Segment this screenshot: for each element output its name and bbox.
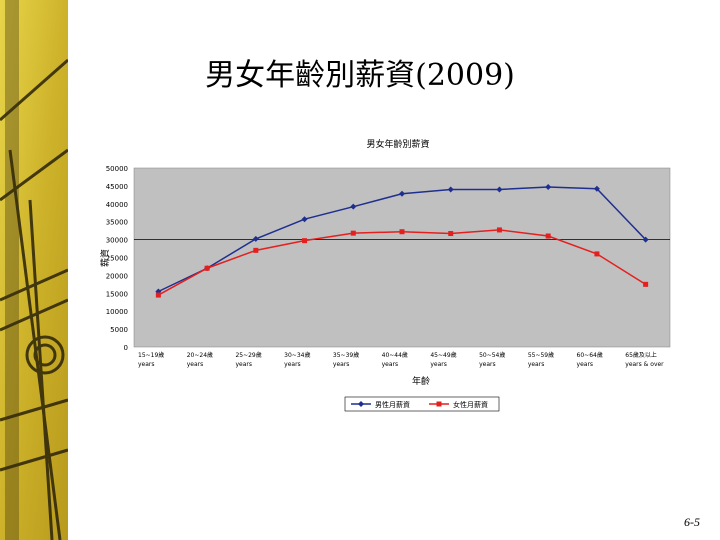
plot-area — [133, 167, 671, 348]
legend-marker — [436, 401, 442, 407]
y-tick-label: 30000 — [106, 237, 128, 245]
data-point-male — [399, 190, 405, 197]
page-number: 6-5 — [684, 515, 700, 529]
salary-chart: 男女年齡別薪資 0 5000 10000 15000 20000 25000 30000 35… — [98, 130, 710, 420]
legend-box — [344, 396, 500, 412]
legend-marker — [358, 401, 364, 407]
x-tick-label: 30~34歲 years — [284, 351, 310, 368]
legend-label: 男性月薪資 — [375, 400, 410, 409]
decorative-side-strip — [0, 0, 68, 540]
y-tick-labels: 0 5000 10000 15000 20000 25000 30000 35000 40000… — [106, 165, 128, 352]
x-tick-label: 20~24歲 years — [187, 351, 213, 368]
y-tick-label: 15000 — [106, 290, 128, 298]
y-tick-label: 45000 — [106, 183, 128, 191]
data-point-female — [643, 281, 649, 287]
decorative-pattern — [0, 0, 68, 540]
data-point-male — [301, 216, 308, 223]
data-point-male — [447, 186, 454, 193]
data-point-female — [448, 231, 454, 237]
data-point-male — [545, 183, 552, 190]
data-point-female — [253, 247, 259, 253]
data-point-female — [399, 229, 405, 235]
data-point-female — [302, 238, 308, 244]
data-point-female — [155, 292, 161, 298]
x-tick-labels: 15~19歲 years 20~24歲 years 25~29歲 years 30~34歲 y… — [138, 351, 664, 368]
data-point-male — [593, 185, 600, 192]
series-lines — [155, 183, 649, 298]
x-axis-label: 年齡 — [412, 375, 430, 387]
chart-title: 男女年齡別薪資 — [366, 138, 429, 150]
data-point-female — [545, 233, 551, 239]
data-point-male — [252, 235, 259, 242]
legend-label: 女性月薪資 — [453, 400, 488, 409]
y-tick-label: 0 — [124, 344, 128, 352]
data-point-male — [642, 236, 649, 243]
slide-title: 男女年齡別薪資(2009) — [205, 58, 515, 93]
data-point-female — [496, 227, 502, 233]
data-point-male — [496, 186, 503, 193]
y-tick-label: 5000 — [110, 326, 128, 334]
chart-svg: 男女年齡別薪資 0 5000 10000 15000 20000 25000 30000 35… — [99, 138, 671, 412]
data-point-female — [204, 265, 210, 271]
x-tick-label: 65歲及以上 years & over — [625, 351, 664, 368]
x-tick-label: 55~59歲 years — [528, 351, 554, 368]
y-tick-label: 50000 — [106, 165, 128, 173]
data-point-male — [155, 288, 162, 295]
y-tick-label: 25000 — [106, 255, 128, 263]
x-tick-label: 50~54歲 years — [479, 351, 505, 368]
data-point-female — [350, 230, 356, 236]
x-tick-label: 15~19歲 years — [138, 351, 164, 368]
y-tick-label: 40000 — [106, 201, 128, 209]
y-axis-label: 薪資 — [99, 249, 111, 267]
y-tick-label: 35000 — [106, 219, 128, 227]
y-tick-label: 10000 — [106, 308, 128, 316]
x-tick-label: 25~29歲 years — [235, 351, 261, 368]
x-tick-label: 40~44歲 years — [382, 351, 408, 368]
x-tick-label: 35~39歲 years — [333, 351, 359, 368]
legend: 男性月薪資 女性月薪資 — [344, 396, 500, 412]
data-point-female — [594, 251, 600, 257]
y-tick-label: 20000 — [106, 272, 128, 280]
x-tick-label: 60~64歲 years — [577, 351, 603, 368]
data-point-male — [350, 203, 357, 210]
x-tick-label: 45~49歲 years — [430, 351, 456, 368]
